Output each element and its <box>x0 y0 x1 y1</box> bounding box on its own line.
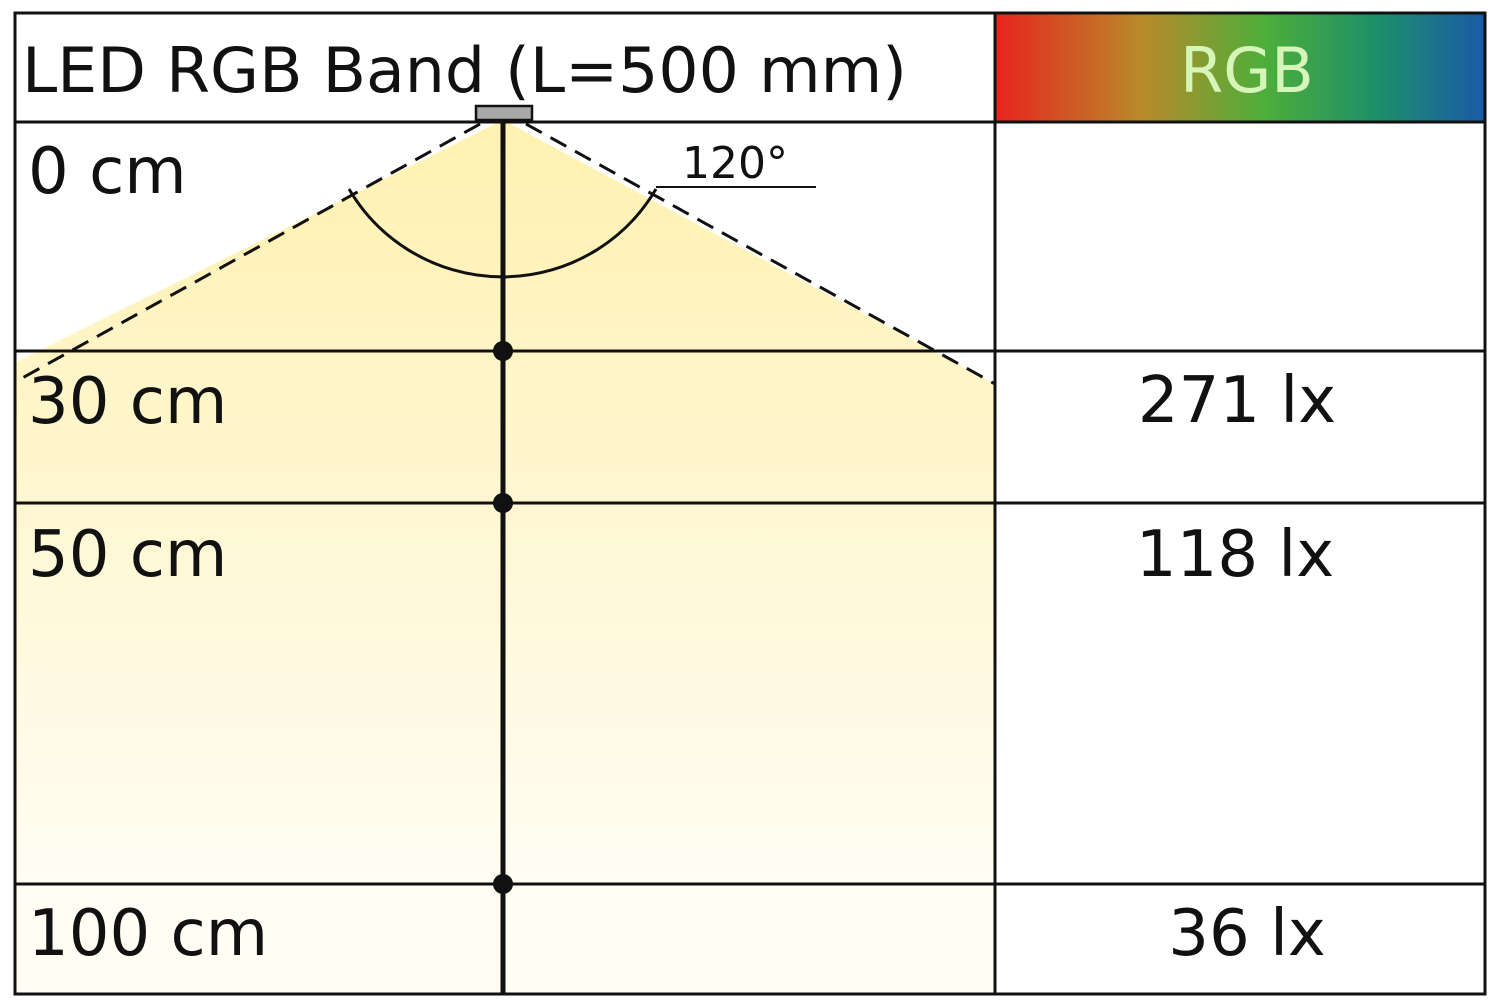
beam-edge-left <box>15 122 481 384</box>
measure-point-100cm <box>493 874 513 894</box>
measure-point-30cm <box>493 341 513 361</box>
lux-value-30cm: 271 lx <box>1138 364 1336 438</box>
led-strip-icon <box>474 104 534 122</box>
table-grid <box>13 11 1487 996</box>
rgb-color-swatch <box>995 13 1485 122</box>
table-title: LED RGB Band (L=500 mm) <box>22 34 907 107</box>
beam-angle-label: 120° <box>682 138 788 189</box>
distance-label-100cm: 100 cm <box>28 897 268 971</box>
beam-edge-right <box>525 122 995 386</box>
measure-point-50cm <box>493 493 513 513</box>
distance-label-50cm: 50 cm <box>28 518 227 592</box>
distance-label-30cm: 30 cm <box>28 365 227 439</box>
lux-value-100cm: 36 lx <box>1168 897 1325 971</box>
lux-value-50cm: 118 lx <box>1136 518 1334 592</box>
distance-label-0cm: 0 cm <box>28 135 187 209</box>
rgb-header-label: RGB <box>1180 34 1314 107</box>
